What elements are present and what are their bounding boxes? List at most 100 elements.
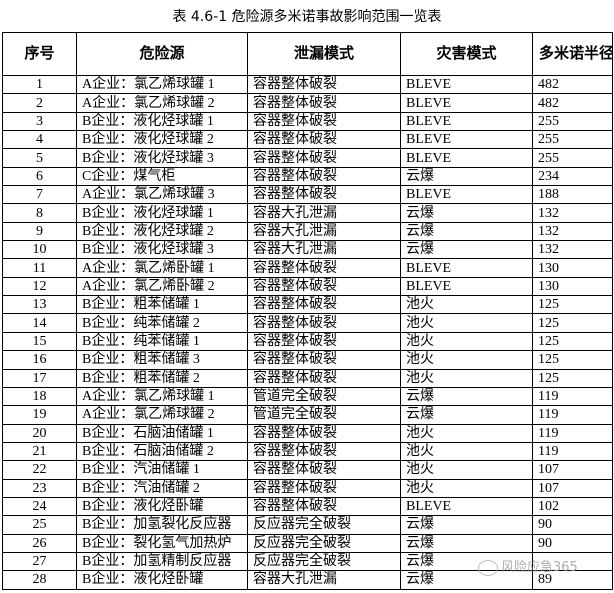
header-row: 序号 危险源 泄漏模式 灾害模式 多米诺半径(m) [2,32,613,76]
cell-disaster-mode: 池火 [400,423,533,443]
cell-source: B企业：粗苯储罐 3 [76,350,248,370]
cell-source: B企业：裂化氢气加热炉 [76,533,248,553]
cell-radius: 125 [532,368,613,388]
cell-leak-mode: 反应器完全破裂 [247,515,401,535]
cell-source: B企业：石脑油储罐 1 [76,423,248,443]
cell-radius: 90 [532,515,613,535]
table-row: 25 B企业：加氢裂化反应器 反应器完全破裂 云爆 90 [2,515,613,535]
cell-index: 20 [2,423,77,443]
cell-leak-mode: 容器整体破裂 [247,93,401,113]
cell-leak-mode: 反应器完全破裂 [247,533,401,553]
header-source: 危险源 [76,32,248,76]
cell-radius: 255 [532,148,613,168]
wechat-icon [478,559,498,576]
table-row: 24 B企业：液化烃卧罐 容器整体破裂 BLEVE 102 [2,496,613,517]
table-row: 18 A企业：氯乙烯球罐 1 管道完全破裂 云爆 119 [2,386,613,407]
cell-index: 15 [2,331,77,352]
table-row: 10 B企业：液化烃球罐 3 容器大孔泄漏 云爆 132 [2,240,613,260]
cell-index: 6 [2,166,77,187]
cell-leak-mode: 反应器完全破裂 [247,551,401,572]
cell-radius: 130 [532,276,613,297]
cell-radius: 107 [532,460,613,480]
cell-disaster-mode: 云爆 [400,166,533,187]
cell-radius: 102 [532,496,613,517]
cell-leak-mode: 容器整体破裂 [247,331,401,352]
cell-disaster-mode: 池火 [400,368,533,388]
cell-disaster-mode: 池火 [400,460,533,480]
cell-source: B企业：粗苯储罐 2 [76,368,248,388]
cell-radius: 89 [532,570,613,590]
cell-leak-mode: 容器整体破裂 [247,460,401,480]
cell-disaster-mode: BLEVE [400,93,533,113]
cell-leak-mode: 容器大孔泄漏 [247,221,401,242]
cell-index: 4 [2,130,77,150]
cell-index: 11 [2,258,77,278]
cell-source: B企业：液化烃卧罐 [76,570,248,590]
cell-leak-mode: 容器整体破裂 [247,441,401,462]
cell-index: 21 [2,441,77,462]
cell-leak-mode: 容器整体破裂 [247,185,401,205]
cell-leak-mode: 容器整体破裂 [247,276,401,297]
cell-radius: 188 [532,185,613,205]
table-title: 表 4.6-1 危险源多米诺事故影响范围一览表 [172,9,442,25]
cell-disaster-mode: BLEVE [400,258,533,278]
cell-disaster-mode: 池火 [400,350,533,370]
cell-source: A企业：氯乙烯球罐 2 [76,405,248,425]
cell-radius: 130 [532,258,613,278]
cell-source: B企业：液化烃球罐 1 [76,203,248,223]
cell-index: 14 [2,313,77,333]
cell-index: 18 [2,386,77,407]
cell-disaster-mode: BLEVE [400,111,533,132]
watermark-text: 风险应急365 [501,560,578,575]
table-row: 26 B企业：裂化氢气加热炉 反应器完全破裂 云爆 90 [2,533,613,553]
cell-radius: 90 [532,533,613,553]
cell-leak-mode: 容器整体破裂 [247,368,401,388]
cell-disaster-mode: 云爆 [400,533,533,553]
table-row: 13 B企业：粗苯储罐 1 容器整体破裂 池火 125 [2,295,613,315]
table-row: 6 C企业：煤气柜 容器整体破裂 云爆 234 [2,166,613,187]
cell-leak-mode: 容器整体破裂 [247,258,401,278]
cell-leak-mode: 容器大孔泄漏 [247,240,401,260]
cell-leak-mode: 管道完全破裂 [247,386,401,407]
cell-radius: 119 [532,441,613,462]
cell-radius: 132 [532,203,613,223]
cell-radius: 125 [532,313,613,333]
cell-disaster-mode: BLEVE [400,130,533,150]
table-row: 9 B企业：液化烃球罐 2 容器大孔泄漏 云爆 132 [2,221,613,242]
table-row: 28 B企业：液化烃卧罐 容器大孔泄漏 云爆 89 [2,570,613,590]
cell-radius: 119 [532,423,613,443]
header-leak-mode: 泄漏模式 [247,32,401,76]
cell-disaster-mode: 池火 [400,478,533,498]
cell-index: 19 [2,405,77,425]
cell-disaster-mode: BLEVE [400,148,533,168]
cell-leak-mode: 容器大孔泄漏 [247,203,401,223]
table-row: 8 B企业：液化烃球罐 1 容器大孔泄漏 云爆 132 [2,203,613,223]
cell-disaster-mode: 云爆 [400,240,533,260]
cell-source: B企业：液化烃球罐 2 [76,221,248,242]
cell-radius: 119 [532,386,613,407]
cell-index: 17 [2,368,77,388]
table-row: 12 A企业：氯乙烯卧罐 2 容器整体破裂 BLEVE 130 [2,276,613,297]
cell-radius: 119 [532,405,613,425]
watermark: 风险应急365 [478,556,578,576]
cell-disaster-mode: 池火 [400,441,533,462]
cell-source: A企业：氯乙烯球罐 2 [76,93,248,113]
cell-index: 9 [2,221,77,242]
cell-index: 1 [2,74,77,95]
cell-disaster-mode: BLEVE [400,496,533,517]
cell-index: 26 [2,533,77,553]
cell-leak-mode: 容器整体破裂 [247,130,401,150]
cell-index: 3 [2,111,77,132]
table-row: 5 B企业：液化烃球罐 3 容器整体破裂 BLEVE 255 [2,148,613,168]
cell-source: B企业：粗苯储罐 1 [76,295,248,315]
cell-index: 7 [2,185,77,205]
cell-index: 12 [2,276,77,297]
cell-radius: 107 [532,478,613,498]
cell-index: 25 [2,515,77,535]
cell-disaster-mode: 云爆 [400,221,533,242]
cell-leak-mode: 容器大孔泄漏 [247,570,401,590]
cell-source: B企业：加氢精制反应器 [76,551,248,572]
cell-index: 16 [2,350,77,370]
cell-index: 23 [2,478,77,498]
